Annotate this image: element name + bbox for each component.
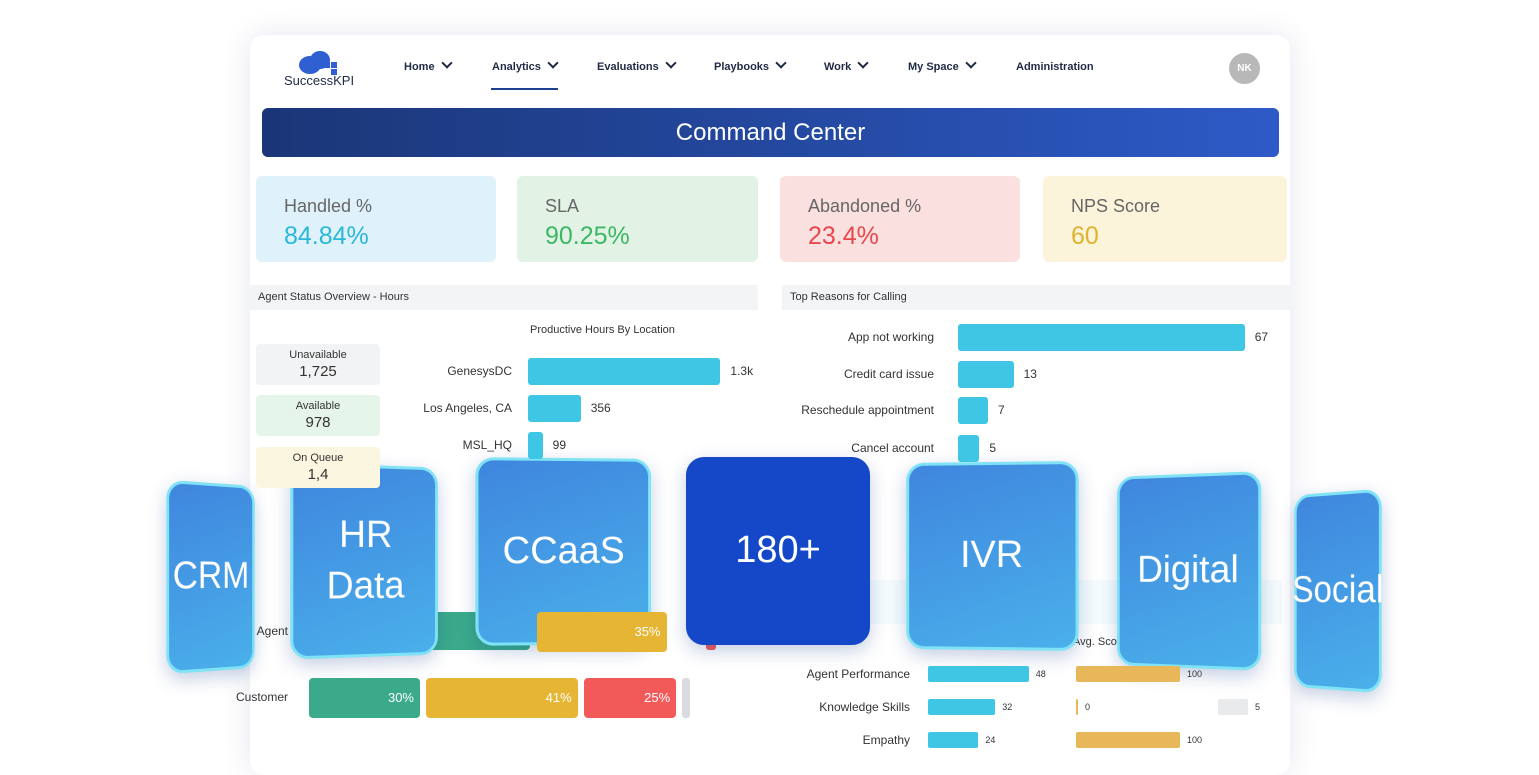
kpi-card: SLA 90.25% (517, 176, 758, 262)
status-label: On Queue (292, 452, 344, 464)
bar-value: 5 (989, 441, 997, 455)
segment: 30% (309, 678, 420, 718)
kpi-label: SLA (545, 196, 580, 216)
panel-header: Top Reasons for Calling (782, 285, 1290, 310)
bar (958, 396, 988, 424)
status-value: 978 (305, 414, 331, 431)
status-box: Available 978 (256, 395, 380, 436)
bar (928, 666, 1029, 682)
bar-value: 67 (1254, 330, 1269, 344)
bar-value: 1.3k (730, 364, 754, 378)
bar (1076, 699, 1078, 715)
status-label: Unavailable (289, 349, 347, 361)
integration-tile: CRM (166, 479, 255, 675)
nav-item[interactable]: Administration (1016, 61, 1094, 73)
bar (958, 360, 1014, 388)
bar-value: 100 (1187, 735, 1203, 745)
logo-icon (299, 51, 337, 75)
integration-tile: HR Data (290, 462, 438, 660)
column-header: Avg. Sco (1073, 636, 1117, 648)
logo-text: SuccessKPI (284, 73, 355, 88)
bar (528, 357, 721, 385)
status-value: 1,725 (299, 363, 337, 380)
bar (528, 431, 543, 459)
status-box: On Queue 1,4 (256, 447, 380, 488)
nav-item[interactable]: Analytics (492, 57, 559, 73)
status-label: Available (295, 400, 341, 412)
kpi-card: Abandoned % 23.4% (780, 176, 1020, 262)
bar-label: Credit card issue (843, 367, 934, 381)
bar-value: 99 (552, 438, 566, 452)
bar-value: 5 (1255, 702, 1261, 712)
bar-label: App not working (847, 330, 934, 344)
bar-value: 100 (1187, 669, 1203, 679)
row-label: Agent Performance (806, 667, 910, 681)
avatar[interactable]: NK (1229, 53, 1260, 84)
bar-label: MSL_HQ (462, 438, 512, 452)
active-underline (491, 88, 558, 90)
kpi-label: Abandoned % (808, 196, 922, 216)
bar-value: 0 (1085, 702, 1091, 712)
bar (1076, 732, 1180, 748)
status-box: Unavailable 1,725 (256, 344, 380, 385)
bar-value: 356 (590, 401, 611, 415)
bar (928, 732, 979, 748)
bar-label: Los Angeles, CA (423, 401, 512, 415)
bar (958, 434, 980, 462)
bar-value: 13 (1023, 367, 1037, 381)
nav-item[interactable]: Home (404, 57, 453, 73)
row-label: Customer (235, 690, 288, 704)
nav-item[interactable]: My Space (908, 57, 977, 73)
segment: 35% (537, 612, 667, 652)
banner: Command Center (262, 108, 1279, 157)
bar-value: 48 (1035, 669, 1046, 679)
integration-tile: Social (1292, 488, 1384, 694)
segment-label: 41% (545, 690, 572, 705)
segment: 25% (583, 678, 677, 718)
segment-label: 25% (644, 690, 671, 705)
bar (928, 699, 996, 715)
integration-tile: Digital (1116, 471, 1262, 671)
kpi-card: NPS Score 60 (1043, 176, 1287, 262)
bar-value: 24 (985, 735, 996, 745)
bar (528, 394, 581, 422)
bar (1076, 666, 1180, 682)
bar (1218, 699, 1248, 715)
kpi-value: 23.4% (808, 222, 879, 250)
integration-tile: 180+ (686, 457, 870, 645)
kpi-value: 90.25% (545, 222, 630, 250)
chart-title: Productive Hours By Location (530, 324, 675, 336)
bar-label: Reschedule appointment (801, 403, 934, 417)
bar-value: 7 (997, 403, 1005, 417)
segment-label: 35% (634, 624, 661, 639)
segment: 41% (426, 678, 578, 718)
integration-tile: IVR (906, 460, 1079, 652)
status-value: 1,4 (307, 466, 329, 483)
nav-item[interactable]: Playbooks (714, 57, 787, 73)
kpi-label: Handled % (284, 196, 373, 216)
row-label: Knowledge Skills (819, 700, 910, 714)
nav-item[interactable]: Work (824, 57, 869, 73)
kpi-value: 60 (1071, 222, 1099, 250)
kpi-value: 84.84% (284, 222, 369, 250)
nav-item[interactable]: Evaluations (597, 57, 677, 73)
bar-label: GenesysDC (447, 364, 512, 378)
kpi-label: NPS Score (1071, 196, 1161, 216)
bar (958, 323, 1245, 351)
bar-label: Cancel account (851, 441, 934, 455)
segment (682, 678, 691, 718)
row-label: Agent (256, 624, 288, 638)
panel-header: Agent Status Overview - Hours (250, 285, 758, 310)
row-label: Empathy (862, 733, 910, 747)
segment-label: 30% (387, 690, 414, 705)
bar-value: 32 (1002, 702, 1013, 712)
kpi-card: Handled % 84.84% (256, 176, 496, 262)
